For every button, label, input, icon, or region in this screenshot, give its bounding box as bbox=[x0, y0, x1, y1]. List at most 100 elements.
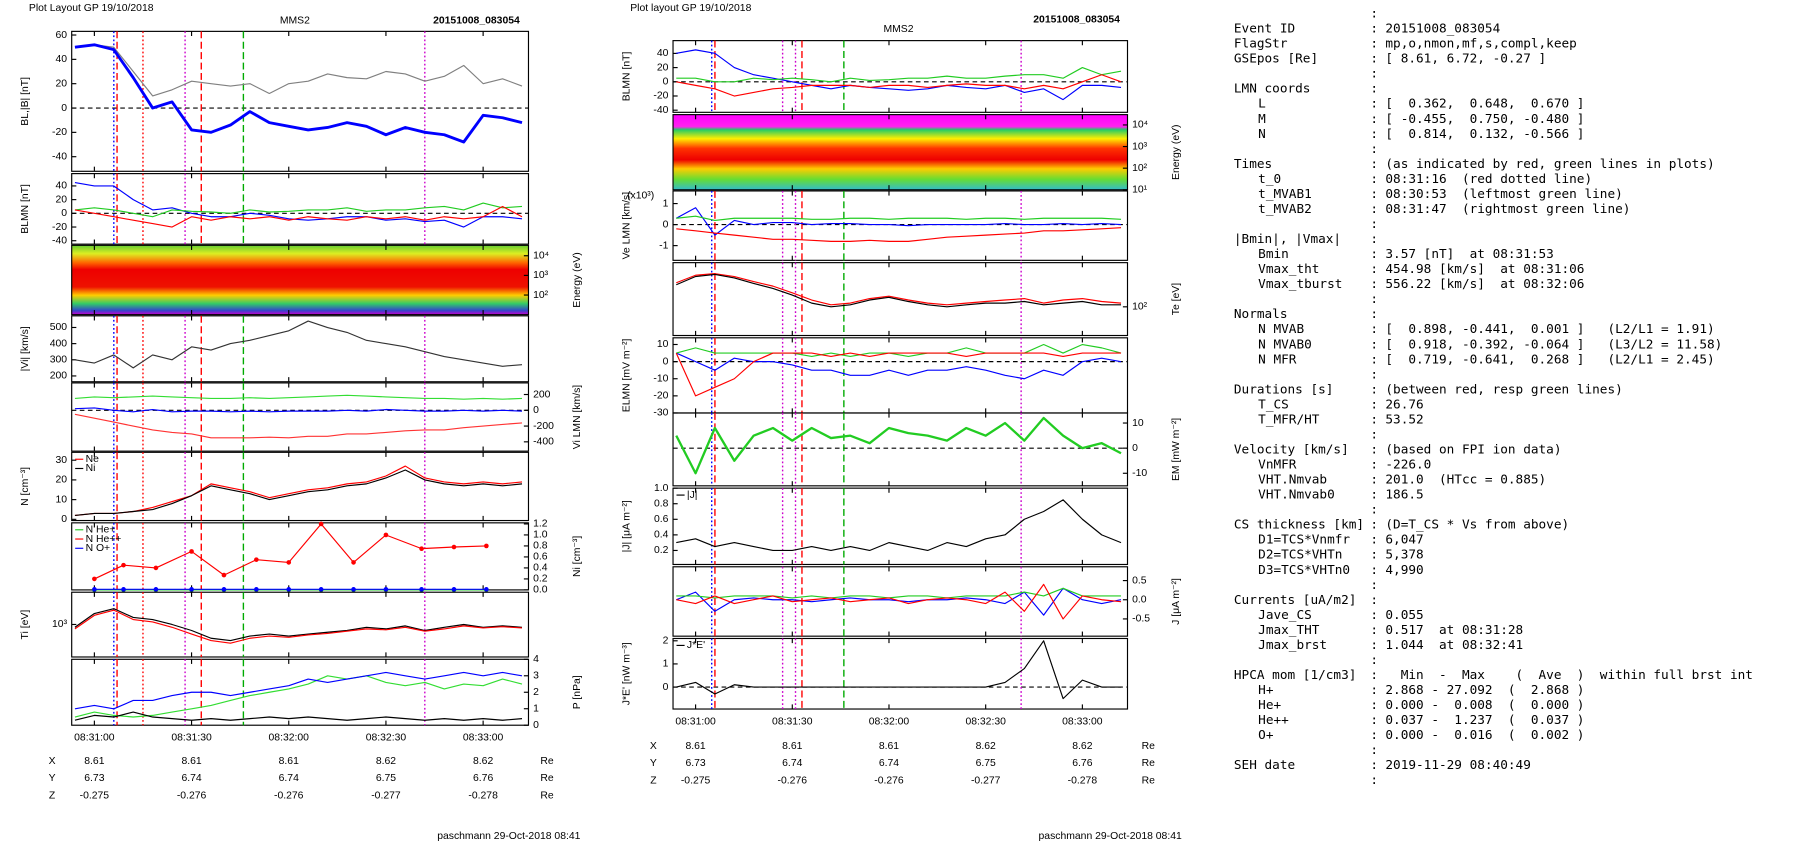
info-label: FlagStr bbox=[1234, 36, 1288, 51]
info-label: t_MVAB1 bbox=[1258, 186, 1312, 201]
x-tick-label: 08:31:00 bbox=[74, 733, 115, 744]
separator: : bbox=[1370, 411, 1378, 426]
separator: : bbox=[1370, 96, 1378, 111]
header-layout: Plot layout GP 19/10/2018 bbox=[630, 3, 751, 14]
y-tick-label: 2 bbox=[533, 687, 539, 698]
info-value: 556.22 [km/s] at 08:32:06 bbox=[1385, 276, 1584, 291]
series-line bbox=[74, 609, 523, 644]
info-value: 186.5 bbox=[1385, 487, 1423, 502]
coord-value: 8.61 bbox=[782, 741, 802, 752]
coord-value: -0.275 bbox=[681, 775, 711, 786]
series-line bbox=[676, 499, 1122, 552]
separator: : bbox=[1370, 186, 1378, 201]
series-line bbox=[676, 49, 1122, 101]
x-tick-label: 08:32:30 bbox=[965, 716, 1006, 727]
coord-unit: Re bbox=[540, 791, 554, 802]
series-line bbox=[675, 207, 1122, 236]
separator: : bbox=[1370, 426, 1378, 441]
info-label: He++ bbox=[1258, 712, 1289, 727]
y-tick-label: 0.6 bbox=[533, 552, 548, 563]
info-label: He+ bbox=[1258, 697, 1281, 712]
info-value: 6,047 bbox=[1385, 532, 1423, 547]
x-tick-label: 08:32:00 bbox=[269, 733, 310, 744]
y-tick-label: 0.4 bbox=[654, 530, 669, 541]
info-label: VHT.Nmvab bbox=[1258, 472, 1327, 487]
y-tick-label: -0.5 bbox=[1132, 614, 1150, 625]
coord-value: 8.61 bbox=[181, 756, 201, 767]
y-tick-label: 2 bbox=[663, 636, 669, 647]
info-label: Durations [s] bbox=[1234, 381, 1334, 396]
separator: : bbox=[1370, 441, 1378, 456]
info-value: [ 0.719, -0.641, 0.268 ] (L2/L1 = 2.45) bbox=[1385, 351, 1714, 366]
coord-value: 6.73 bbox=[685, 758, 705, 769]
info-value: 5,378 bbox=[1385, 547, 1423, 562]
y-tick-label: 0.0 bbox=[533, 585, 548, 596]
info-value: 0.055 bbox=[1385, 607, 1423, 622]
y-tick-label: 60 bbox=[56, 30, 68, 41]
y-tick-label: 10⁴ bbox=[533, 250, 549, 261]
y-tick-label: -40 bbox=[52, 235, 67, 246]
series-line bbox=[675, 416, 1122, 475]
legend-label: Ni bbox=[86, 463, 96, 474]
y-tick-label: 10 bbox=[56, 494, 68, 505]
y-axis-label: EM [mW m⁻²] bbox=[1171, 418, 1182, 481]
y-axis-label: J [μA m⁻²] bbox=[1171, 578, 1182, 625]
separator: : bbox=[1370, 321, 1378, 336]
data-point bbox=[221, 572, 227, 578]
legend-label: N He++ bbox=[86, 534, 122, 545]
y-tick-label: 0.8 bbox=[654, 498, 669, 509]
panel-frame bbox=[672, 114, 1129, 191]
separator: : bbox=[1370, 547, 1378, 562]
info-label: Vmax_tburst bbox=[1258, 276, 1342, 291]
data-point bbox=[351, 587, 356, 592]
y-tick-label: 200 bbox=[533, 389, 551, 400]
separator: : bbox=[1370, 682, 1378, 697]
info-label: Jmax_THT bbox=[1258, 622, 1320, 637]
y-tick-label: 0.5 bbox=[1132, 575, 1147, 586]
panel-frame bbox=[71, 244, 530, 316]
y-tick-label: 30 bbox=[56, 455, 68, 466]
data-point bbox=[286, 587, 292, 592]
data-point bbox=[153, 587, 159, 592]
y-tick-label: 0.2 bbox=[654, 545, 669, 556]
info-label: T_MFR/HT bbox=[1258, 411, 1320, 426]
separator: : bbox=[1370, 276, 1378, 291]
y-axis-label: Ni [cm⁻³] bbox=[572, 536, 583, 577]
info-label: Currents [uA/m2] bbox=[1234, 592, 1357, 607]
separator: : bbox=[1370, 381, 1378, 396]
series-line bbox=[74, 413, 523, 439]
y-tick-label: -20 bbox=[52, 222, 67, 233]
series-line bbox=[74, 202, 523, 218]
header-layout: Plot Layout GP 19/10/2018 bbox=[29, 3, 154, 14]
coord-label: Y bbox=[49, 773, 56, 784]
coord-value: 6.75 bbox=[976, 758, 996, 769]
separator: : bbox=[1370, 637, 1378, 652]
data-point bbox=[254, 557, 259, 562]
separator: : bbox=[1370, 487, 1378, 502]
info-value: 08:30:53 (leftmost green line) bbox=[1385, 186, 1622, 201]
y-tick-label: 1 bbox=[663, 659, 669, 670]
y-tick-label: 0 bbox=[663, 682, 669, 693]
series-line bbox=[74, 711, 523, 721]
data-point bbox=[484, 543, 489, 549]
data-point bbox=[451, 587, 457, 592]
data-point bbox=[92, 576, 97, 582]
y-tick-label: 10³ bbox=[52, 619, 68, 630]
separator: : bbox=[1370, 457, 1378, 472]
info-label: D1=TCS*Vnmfr bbox=[1258, 532, 1350, 547]
series-line bbox=[74, 465, 523, 517]
data-point bbox=[383, 532, 389, 538]
series-line bbox=[74, 407, 523, 413]
separator: : bbox=[1370, 216, 1378, 231]
header-event: 20151008_083054 bbox=[433, 16, 520, 27]
data-point bbox=[121, 587, 126, 592]
y-tick-label: 10² bbox=[1132, 163, 1148, 174]
y-axis-label: |Vi| [km/s] bbox=[20, 326, 31, 371]
header-mission: MMS2 bbox=[884, 24, 914, 35]
data-point bbox=[318, 587, 324, 592]
y-tick-label: 0 bbox=[663, 356, 669, 367]
separator: : bbox=[1370, 141, 1378, 156]
separator: : bbox=[1370, 757, 1378, 772]
x-tick-label: 08:33:00 bbox=[1062, 716, 1103, 727]
